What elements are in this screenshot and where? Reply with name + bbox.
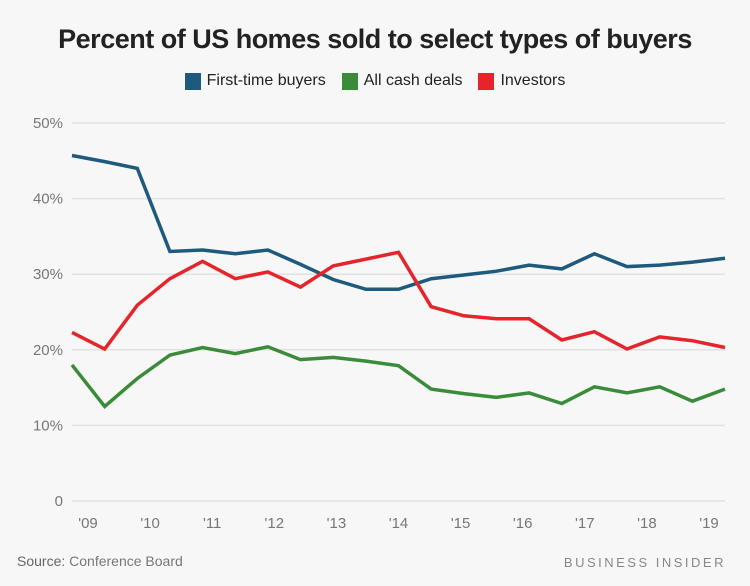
series-line-all-cash-deals: [70, 344, 726, 410]
x-tick-label: '17: [575, 515, 595, 532]
x-tick-label: '09: [78, 515, 98, 532]
x-tick-label: '16: [513, 515, 533, 532]
source-label: Source:: [17, 553, 66, 569]
y-tick-label: 30%: [33, 266, 63, 283]
source-note: Source: Conference Board: [17, 553, 183, 569]
x-tick-label: '18: [637, 515, 657, 532]
legend-item-first-time-buyers: First-time buyers: [184, 72, 326, 90]
series-line-investors: [71, 250, 726, 352]
y-tick-label: 50%: [33, 115, 63, 132]
x-tick-label: '10: [140, 515, 160, 532]
series-line-first-time-buyers: [71, 153, 726, 292]
chart-title: Percent of US homes sold to select types…: [58, 24, 692, 54]
legend-label: First-time buyers: [206, 72, 326, 89]
y-tick-label: 20%: [33, 342, 63, 359]
x-tick-label: '19: [699, 515, 719, 532]
brand-logo: BUSINESS INSIDER: [563, 555, 726, 570]
source-value: Conference Board: [69, 553, 183, 569]
y-tick-label: 0: [55, 493, 63, 510]
legend-item-all-cash-deals: All cash deals: [341, 72, 463, 90]
legend-swatch: [184, 72, 201, 90]
x-tick-label: '13: [327, 515, 347, 532]
y-tick-label: 40%: [33, 191, 63, 208]
legend-swatch: [478, 72, 495, 90]
x-tick-label: '11: [203, 515, 221, 532]
legend-label: All cash deals: [363, 72, 463, 89]
legend-swatch: [341, 72, 358, 90]
x-tick-label: '15: [451, 515, 471, 532]
x-tick-label: '14: [389, 515, 409, 532]
legend: First-time buyers All cash deals Investo…: [0, 72, 750, 90]
legend-item-investors: Investors: [478, 72, 565, 90]
x-tick-label: '12: [265, 515, 285, 532]
y-tick-label: 10%: [33, 417, 63, 434]
legend-label: Investors: [500, 72, 566, 89]
